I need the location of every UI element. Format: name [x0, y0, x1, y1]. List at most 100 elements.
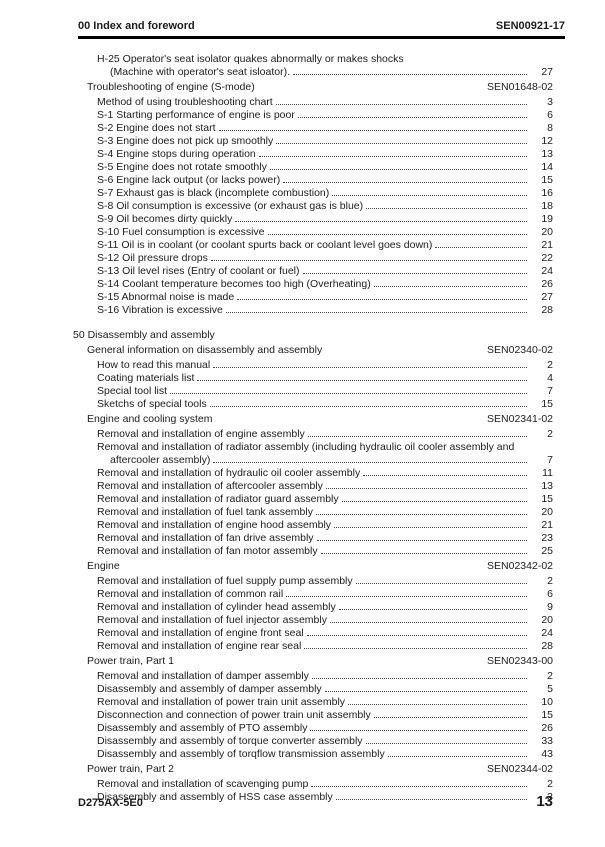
toc-entry-title: Removal and installation of radiator ass… [97, 441, 515, 453]
toc-page-number: 6 [547, 109, 553, 121]
toc-section-code: SEN02340-02 [487, 344, 553, 356]
toc-entry: Removal and installation of engine hood … [73, 519, 553, 532]
toc-page-number: 7 [547, 454, 553, 466]
toc-entry: Removal and installation of power train … [73, 696, 553, 709]
page-footer: D275AX-5E0 13 [78, 793, 553, 810]
toc-entry: S-16 Vibration is excessive 28 [73, 304, 553, 317]
toc-entry: S-3 Engine does not pick up smoothly 12 [73, 135, 553, 148]
toc-page-number: 15 [541, 493, 553, 505]
page-header: 00 Index and foreword SEN00921-17 [78, 20, 565, 32]
toc-chapter-title: 50 Disassembly and assembly [73, 329, 215, 341]
toc-entry: aftercooler assembly) 7 [73, 454, 553, 467]
toc-entry-title: Coating materials list [97, 372, 195, 384]
toc-entry-title: Removal and installation of engine assem… [97, 428, 305, 440]
toc-entry-title: Special tool list [97, 385, 168, 397]
dot-leader [302, 273, 527, 274]
dot-leader [267, 234, 527, 235]
dot-leader [283, 182, 527, 183]
toc-entry: Disassembly and assembly of torqflow tra… [73, 748, 553, 761]
toc-entry: S-10 Fuel consumption is excessive 20 [73, 226, 553, 239]
toc-entry: S-1 Starting performance of engine is po… [73, 109, 553, 122]
toc-entry-title: S-5 Engine does not rotate smoothly [97, 161, 267, 173]
toc-entry-title: Method of using troubleshooting chart [97, 96, 273, 108]
toc-entry: S-14 Coolant temperature becomes too hig… [73, 278, 553, 291]
toc-page-number: 3 [547, 791, 553, 803]
toc-page-number: 22 [541, 252, 553, 264]
toc-page-number: 43 [541, 748, 553, 760]
toc-section-title: Troubleshooting of engine (S-mode) [87, 81, 255, 93]
toc-entry-title: S-11 Oil is in coolant (or coolant spurt… [97, 239, 433, 251]
dot-leader [210, 260, 527, 261]
toc-entry: S-13 Oil level rises (Entry of coolant o… [73, 265, 553, 278]
dot-leader [316, 540, 527, 541]
toc-entry: S-4 Engine stops during operation 13 [73, 148, 553, 161]
dot-leader [315, 514, 527, 515]
toc-entry-title: (Machine with operator's seat isloator). [110, 66, 290, 78]
toc-section: Power train, Part 2 SEN02344-02 [73, 763, 553, 776]
toc-page-number: 25 [541, 545, 553, 557]
header-doc-code: SEN00921-17 [495, 20, 565, 32]
toc-entry: Disassembly and assembly of PTO assembly… [73, 722, 553, 735]
toc-entry-title: aftercooler assembly) [110, 454, 211, 466]
toc-entry: S-11 Oil is in coolant (or coolant spurt… [73, 239, 553, 252]
toc-page-number: 5 [547, 683, 553, 695]
toc-page-number: 24 [541, 265, 553, 277]
toc-entry-title: Removal and installation of power train … [97, 696, 346, 708]
dot-leader [324, 691, 527, 692]
toc-section: General information on disassembly and a… [73, 344, 553, 357]
toc-entry: Removal and installation of engine front… [73, 627, 553, 640]
toc-entry-title: Removal and installation of engine front… [97, 627, 304, 639]
dot-leader [276, 143, 527, 144]
toc-entry: Removal and installation of engine rear … [73, 640, 553, 653]
toc-entry: How to read this manual 2 [73, 359, 553, 372]
toc-page-number: 27 [541, 291, 553, 303]
toc-entry-title: Removal and installation of fan motor as… [97, 545, 318, 557]
toc-entry: Disconnection and connection of power tr… [73, 709, 553, 722]
toc-section-code: SEN02342-02 [487, 560, 553, 572]
toc-entry-title: S-4 Engine stops during operation [97, 148, 256, 160]
dot-leader [225, 312, 527, 313]
toc-entry: S-9 Oil becomes dirty quickly 19 [73, 213, 553, 226]
toc-entry: Removal and installation of radiator gua… [73, 493, 553, 506]
toc-page-number: 4 [547, 372, 553, 384]
toc-page-number: 7 [547, 385, 553, 397]
toc-entry-title: S-12 Oil pressure drops [97, 252, 208, 264]
toc-entry-title: Disassembly and assembly of PTO assembly [97, 722, 308, 734]
toc-entry: Removal and installation of damper assem… [73, 670, 553, 683]
toc-entry-title: Disassembly and assembly of torqflow tra… [97, 748, 385, 760]
toc-section: Engine and cooling system SEN02341-02 [73, 413, 553, 426]
toc-entry-title: S-15 Abnormal noise is made [97, 291, 235, 303]
toc-entry: Method of using troubleshooting chart 3 [73, 96, 553, 109]
toc-entry-title: S-9 Oil becomes dirty quickly [97, 213, 233, 225]
toc-entry-title: Removal and installation of aftercooler … [97, 480, 323, 492]
dot-leader [218, 130, 527, 131]
toc-entry-title: S-10 Fuel consumption is excessive [97, 226, 265, 238]
dot-leader [197, 380, 527, 381]
toc-entry-title: S-7 Exhaust gas is black (incomplete com… [97, 187, 330, 199]
dot-leader [304, 648, 527, 649]
toc-entry: Removal and installation of fan drive as… [73, 532, 553, 545]
dot-leader [209, 406, 527, 407]
toc-entry: Special tool list 7 [73, 385, 553, 398]
dot-leader [320, 553, 527, 554]
toc-page-number: 2 [547, 359, 553, 371]
toc-entry-title: Sketchs of special tools [97, 398, 207, 410]
dot-leader [348, 704, 527, 705]
toc-section-title: Engine [87, 560, 120, 572]
toc-page-number: 26 [541, 278, 553, 290]
dot-leader [311, 678, 527, 679]
dot-leader [335, 799, 527, 800]
dot-leader [286, 596, 527, 597]
toc-entry-title: S-13 Oil level rises (Entry of coolant o… [97, 265, 300, 277]
dot-leader [307, 436, 527, 437]
toc-entry: Removal and installation of aftercooler … [73, 480, 553, 493]
toc-entry-title: Removal and installation of engine rear … [97, 640, 302, 652]
toc-page-number: 11 [542, 467, 553, 479]
toc-page-number: 20 [541, 506, 553, 518]
toc-entry-title: S-2 Engine does not start [97, 122, 216, 134]
toc-entry: Removal and installation of radiator ass… [73, 441, 553, 454]
toc-page-number: 13 [541, 148, 553, 160]
toc-entry: Removal and installation of cylinder hea… [73, 601, 553, 614]
dot-leader [258, 156, 527, 157]
